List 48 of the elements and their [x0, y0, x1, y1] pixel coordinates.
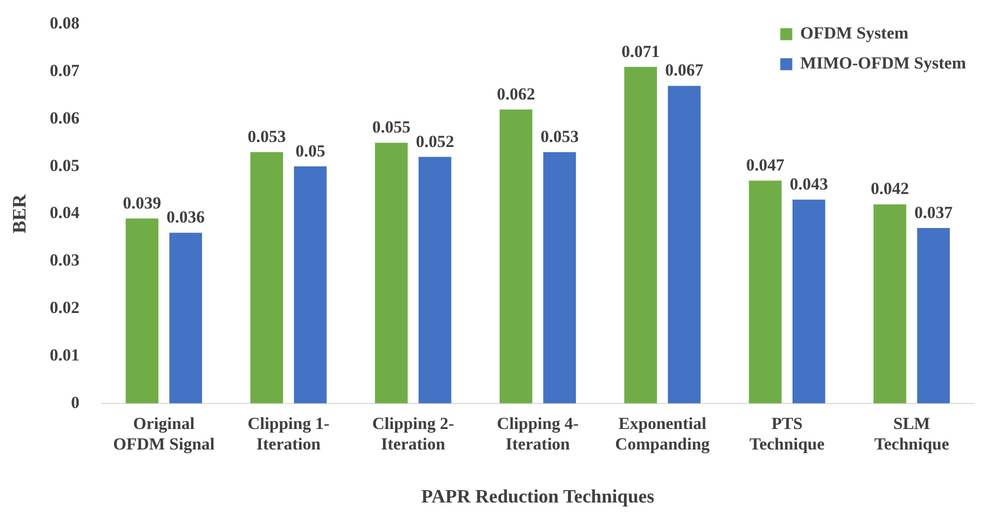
bar: [874, 204, 906, 404]
y-tick-label: 0.01: [50, 345, 80, 364]
data-label: 0.05: [295, 141, 326, 160]
data-label: 0.071: [621, 42, 660, 61]
bar: [126, 218, 158, 404]
bar: [668, 86, 701, 404]
data-label: 0.055: [372, 118, 410, 137]
x-tick-label: Clipping 4- Iteration: [496, 414, 579, 454]
x-axis-title: PAPR Reduction Techniques: [421, 486, 654, 508]
y-tick-label: 0.07: [50, 60, 80, 80]
bar: [418, 156, 452, 404]
y-tick-label: 0: [71, 392, 80, 412]
bar: [169, 232, 202, 404]
y-tick-label: 0.08: [50, 14, 80, 33]
bar: [624, 66, 657, 404]
data-label: 0.067: [665, 60, 704, 80]
data-label: 0.053: [540, 127, 579, 146]
y-tick-label: 0.02: [50, 298, 80, 317]
bar: [748, 180, 782, 404]
data-label: 0.036: [166, 208, 205, 227]
x-tick-label: Original OFDM Signal: [113, 414, 215, 454]
legend-label: OFDM System: [800, 24, 908, 43]
bar: [543, 152, 576, 404]
bar: [250, 152, 284, 404]
bar: [374, 142, 408, 404]
y-tick-label: 0.03: [50, 250, 80, 270]
data-label: 0.037: [914, 202, 954, 222]
y-tick-label: 0.05: [50, 156, 80, 175]
data-label: 0.042: [870, 179, 909, 198]
data-label: 0.052: [416, 132, 454, 151]
bar: [294, 166, 327, 404]
x-tick-label: Exponential Companding: [615, 414, 710, 454]
data-label: 0.039: [122, 193, 162, 212]
data-label: 0.043: [790, 174, 828, 194]
x-tick-label: SLM Technique: [874, 414, 950, 454]
y-axis-title: BER: [9, 194, 30, 234]
x-tick-label: Clipping 1- Iteration: [248, 414, 330, 454]
bar: [917, 228, 950, 404]
legend-label: MIMO-OFDM System: [800, 54, 966, 73]
data-label: 0.062: [496, 84, 536, 104]
data-label: 0.053: [248, 127, 286, 146]
bar: [792, 200, 826, 404]
y-tick-label: 0.06: [50, 108, 80, 128]
x-tick-label: PTS Technique: [750, 414, 825, 454]
bar: [500, 110, 532, 404]
x-tick-label: Clipping 2- Iteration: [372, 414, 454, 454]
data-label: 0.047: [746, 156, 785, 175]
y-tick-label: 0.04: [50, 203, 80, 222]
